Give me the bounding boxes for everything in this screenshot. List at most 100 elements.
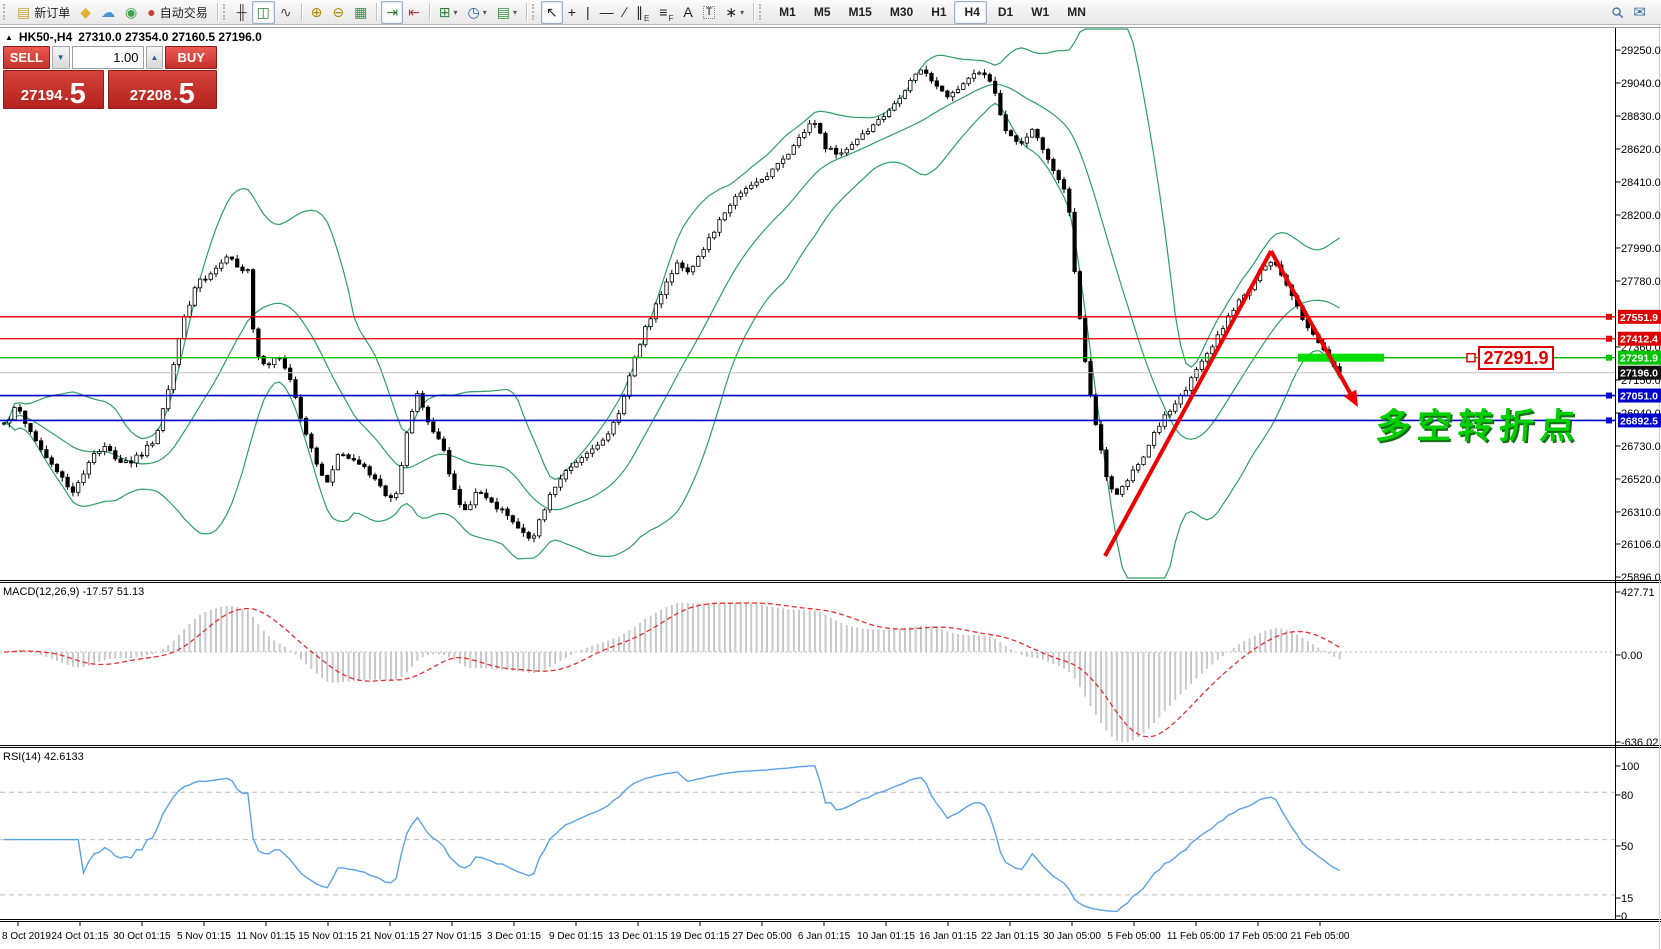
price-callout-box[interactable]: 27291.9 (1478, 346, 1554, 370)
candlestick-chart-button[interactable]: ◫ (251, 0, 275, 24)
toolbar-grip[interactable] (3, 4, 9, 20)
toolbar-grip[interactable] (222, 4, 229, 20)
buy-price-button[interactable]: 27208. 5 (107, 70, 217, 109)
svg-text:8 Oct 2019: 8 Oct 2019 (2, 931, 51, 942)
svg-text:MACD(12,26,9) -17.57 51.13: MACD(12,26,9) -17.57 51.13 (3, 586, 144, 598)
svg-text:21 Feb 05:00: 21 Feb 05:00 (1291, 931, 1350, 942)
horizontal-line-button[interactable]: — (595, 1, 619, 24)
svg-text:27412.4: 27412.4 (1620, 334, 1658, 346)
cursor-icon: ↖ (546, 4, 558, 20)
svg-text:30 Jan 05:00: 30 Jan 05:00 (1043, 931, 1101, 942)
chart-shift-button[interactable]: ⇤ (403, 1, 425, 24)
symbol-period-label: HK50-,H4 (18, 30, 73, 44)
new-order-icon: ▤ (17, 4, 31, 20)
svg-text:30 Oct 01:15: 30 Oct 01:15 (113, 931, 171, 942)
bollinger-bands (3, 28, 1341, 579)
indicators-icon: ▤ (496, 4, 511, 20)
text-label-button[interactable]: T (698, 1, 721, 24)
chart-frame (0, 25, 1661, 949)
tf-h1-button[interactable]: H1 (920, 1, 953, 24)
svg-text:27 Dec 05:00: 27 Dec 05:00 (732, 931, 792, 942)
volume-decrease-button[interactable]: ▼ (51, 46, 70, 69)
auto-scroll-button[interactable]: ⇥ (381, 0, 404, 24)
tf-m5-button[interactable]: M5 (803, 1, 838, 24)
autotrading-button[interactable]: ● 自动交易 (142, 1, 212, 24)
svg-text:26106.0: 26106.0 (1621, 539, 1661, 551)
community-icon[interactable]: ☁ (96, 1, 120, 24)
buy-button[interactable]: BUY (165, 46, 217, 69)
tf-w1-button[interactable]: W1 (1020, 1, 1056, 24)
tf-m30-button-label: M30 (889, 5, 914, 19)
svg-text:10 Jan 01:15: 10 Jan 01:15 (857, 931, 915, 942)
new-chart-button[interactable]: ⊞ ▾ (434, 1, 463, 24)
toolbar-separator (428, 3, 430, 21)
tf-mn-button[interactable]: MN (1056, 1, 1093, 24)
tf-m15-button[interactable]: M15 (838, 1, 879, 24)
svg-text:16 Jan 01:15: 16 Jan 01:15 (919, 931, 977, 942)
fibonacci-button[interactable]: ≡ F (659, 4, 674, 23)
bar-chart-icon: ╫ (236, 4, 247, 20)
svg-text:28410.0: 28410.0 (1621, 177, 1661, 189)
profiles-button[interactable]: ◷ ▾ (463, 1, 492, 24)
equidistant-channel-icon: ∥ (635, 4, 643, 20)
volume-input[interactable] (71, 46, 144, 69)
metaeditor-icon[interactable]: ◆ (75, 1, 96, 24)
toolbar-separator (526, 3, 528, 21)
volume-increase-button[interactable]: ▲ (145, 46, 164, 69)
vertical-line-button[interactable]: | (581, 1, 595, 24)
highlight-segment (1298, 353, 1384, 362)
bar-chart-button[interactable]: ╫ (232, 1, 252, 24)
vertical-line-icon: | (585, 4, 590, 20)
svg-text:26730.0: 26730.0 (1621, 441, 1661, 453)
toolbar-grip[interactable] (759, 4, 765, 20)
new-order-button[interactable]: ▤ 新订单 (12, 1, 75, 24)
profiles-icon: ◷ (467, 4, 480, 20)
svg-text:100: 100 (1621, 761, 1639, 773)
tf-d1-button[interactable]: D1 (987, 1, 1020, 24)
auto-scroll-icon: ⇥ (386, 4, 399, 20)
chat-icon[interactable]: ✉ (1633, 4, 1646, 21)
sell-price-button[interactable]: 27194. 5 (3, 70, 104, 109)
toolbar-separator (753, 3, 755, 21)
indicator-labels: MACD(12,26,9) -17.57 51.13 RSI(14) 42.613… (3, 586, 144, 763)
tf-h4-button[interactable]: H4 (953, 0, 987, 24)
tf-m1-button-label: M1 (779, 5, 796, 19)
text-button[interactable]: A (678, 1, 697, 24)
toolbar-grip[interactable] (532, 4, 538, 20)
tf-m1-button[interactable]: M1 (768, 1, 803, 24)
signals-icon[interactable]: ◉ (120, 1, 142, 24)
indicators-button[interactable]: ▤ ▾ (492, 1, 522, 24)
candles-layer (1, 65, 1342, 543)
arrows-button[interactable]: ∗ ▾ (720, 1, 749, 24)
horizontal-level-lines (0, 316, 1616, 422)
tf-m30-button[interactable]: M30 (879, 1, 920, 24)
trade-panel-top-row: SELL ▼ ▲ BUY (3, 46, 217, 69)
toolbar-separator (376, 3, 378, 21)
chart-drawings[interactable] (1103, 250, 1606, 557)
svg-text:26520.0: 26520.0 (1621, 474, 1661, 486)
new-chart-icon: ⊞ (438, 4, 451, 20)
tf-mn-button-label: MN (1067, 5, 1086, 19)
svg-text:15: 15 (1621, 893, 1633, 905)
svg-text:25896.0: 25896.0 (1621, 572, 1661, 584)
cursor-button[interactable]: ↖ (541, 0, 563, 24)
crosshair-button[interactable]: + (563, 1, 581, 24)
zoom-out-button[interactable]: ⊖ (327, 1, 349, 24)
equidistant-channel-button[interactable]: ∥ E (635, 4, 650, 23)
zoom-in-button[interactable]: ⊕ (306, 1, 328, 24)
tf-h1-button-label: H1 (931, 5, 947, 19)
svg-text:21 Nov 01:15: 21 Nov 01:15 (360, 931, 420, 942)
svg-text:9 Dec 01:15: 9 Dec 01:15 (549, 931, 603, 942)
sell-button[interactable]: SELL (3, 46, 50, 69)
svg-text:26310.0: 26310.0 (1621, 507, 1661, 519)
horizontal-line-icon: — (599, 4, 614, 20)
time-axis[interactable]: 8 Oct 2019 24 Oct 01:15 30 Oct 01:15 5 Nov … (2, 921, 1350, 943)
turning-point-annotation[interactable]: 多空转折点 (1374, 407, 1583, 446)
svg-text:3 Dec 01:15: 3 Dec 01:15 (487, 931, 541, 942)
tile-windows-button[interactable]: ▦ (349, 1, 372, 24)
line-chart-button[interactable]: ∿ (275, 1, 297, 24)
price-axis[interactable]: 29250.0 29040.0 28830.0 28620.0 28410.0 28200… (1606, 45, 1661, 923)
chart-expand-icon[interactable]: ▲ (5, 32, 13, 42)
trendline-button[interactable]: ∕ (619, 1, 631, 24)
